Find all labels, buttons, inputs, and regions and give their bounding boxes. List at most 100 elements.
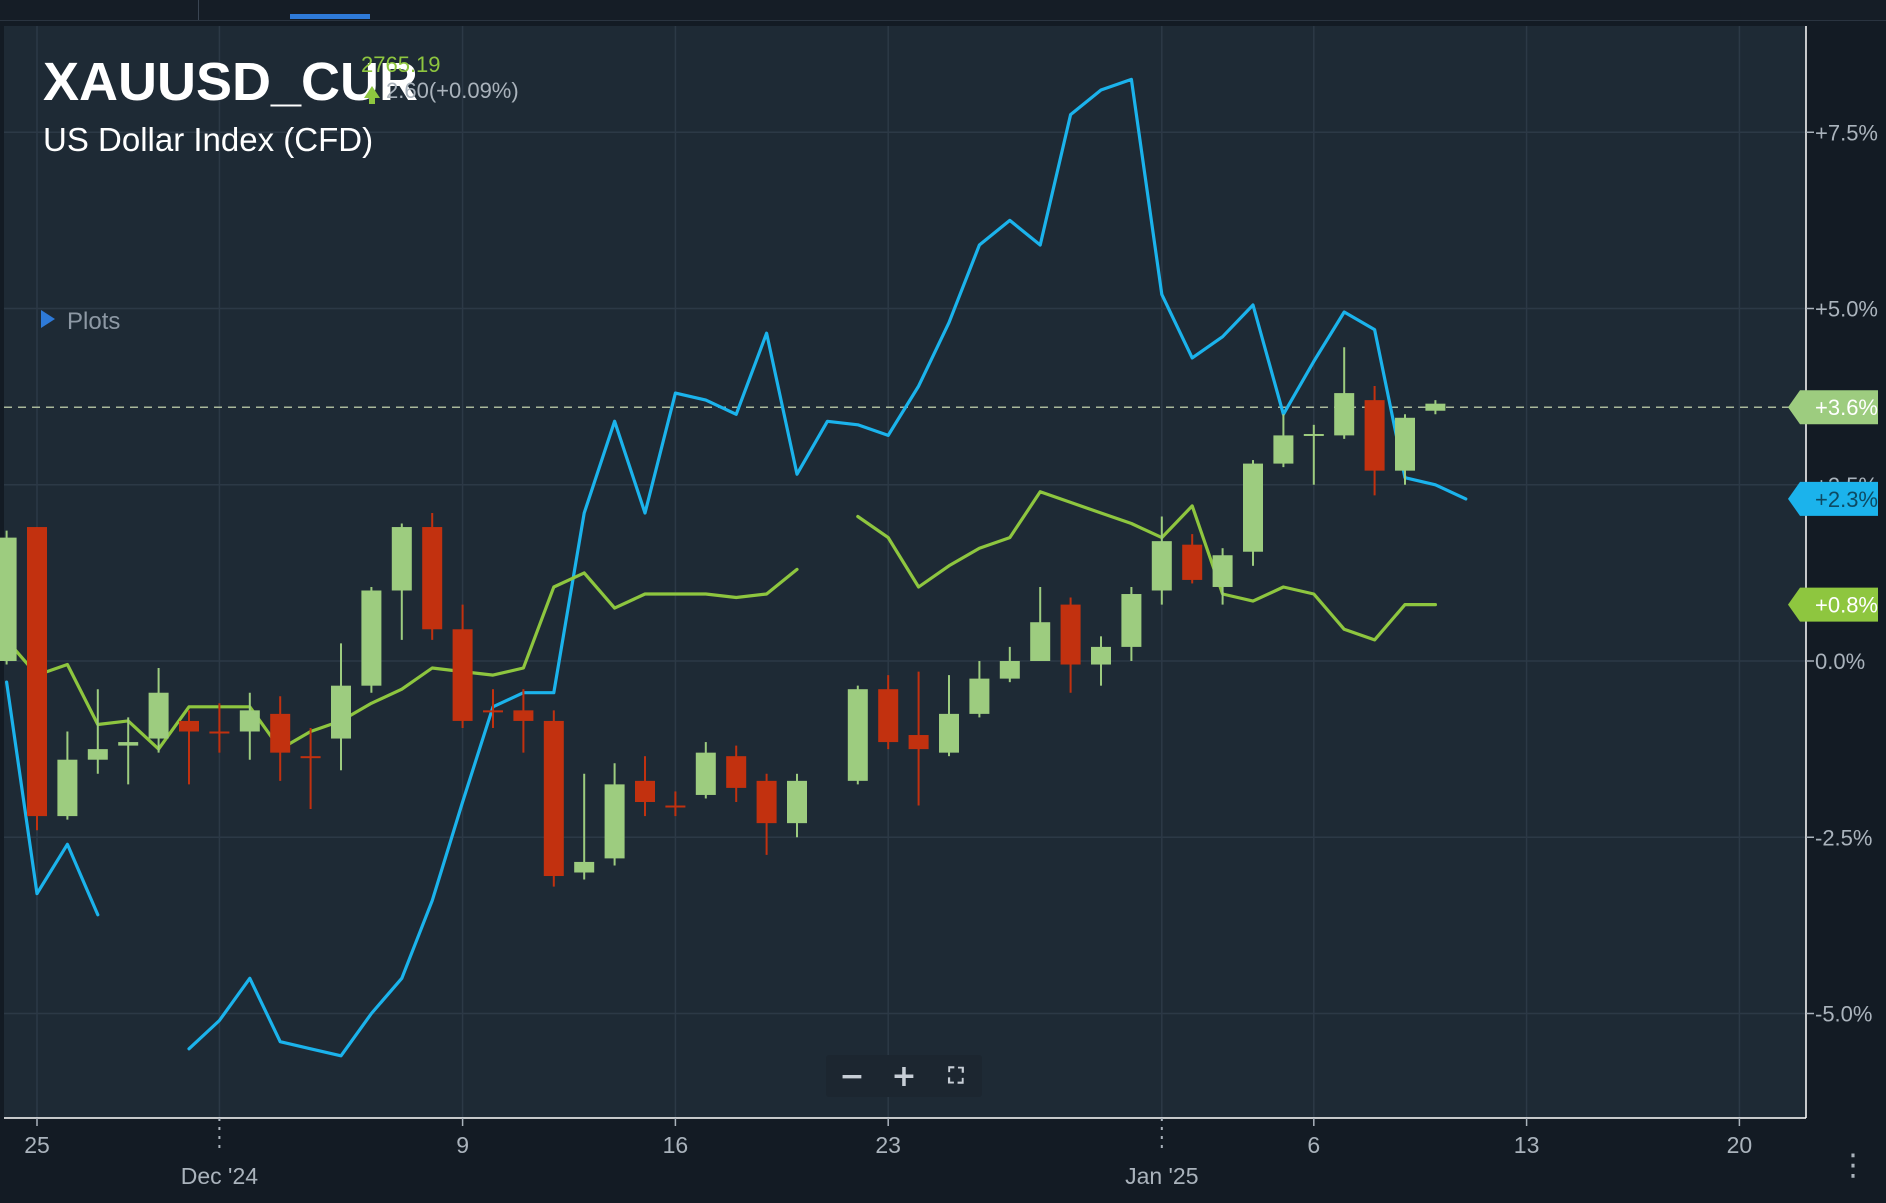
candle xyxy=(1060,597,1081,693)
candle-body xyxy=(391,527,412,591)
more-menu-icon[interactable]: ⋮ xyxy=(1838,1148,1868,1183)
candle xyxy=(331,643,351,771)
candle xyxy=(543,710,564,887)
candle xyxy=(27,527,47,831)
badge-shape xyxy=(1788,481,1878,516)
candle xyxy=(908,671,929,806)
plots-toggle[interactable]: Plots xyxy=(67,308,120,335)
candle xyxy=(1182,534,1203,584)
candle-body xyxy=(878,689,899,743)
zoom-in-button[interactable]: + xyxy=(891,1058,917,1094)
x-tick-label: Dec '24 xyxy=(181,1163,258,1189)
candle-body xyxy=(908,735,929,750)
candle-body xyxy=(1395,417,1415,471)
candle xyxy=(422,512,443,640)
candle-body xyxy=(604,784,625,859)
y-tick-label: -5.0% xyxy=(1815,1002,1872,1027)
candle xyxy=(695,742,716,799)
fullscreen-button[interactable]: ⛶ xyxy=(948,1063,964,1089)
candle xyxy=(57,731,78,820)
candle-body xyxy=(87,749,108,760)
candle xyxy=(239,692,260,760)
candle xyxy=(969,661,990,718)
series-line-0 xyxy=(187,77,1468,1058)
candle-body xyxy=(665,805,686,808)
candle xyxy=(452,604,473,728)
candle-body xyxy=(1303,433,1324,436)
candle-body xyxy=(726,756,747,788)
candle-body xyxy=(57,759,78,817)
series-line-0 xyxy=(4,680,100,917)
candle-body xyxy=(513,710,534,721)
candle-body xyxy=(209,731,230,734)
candle xyxy=(1395,414,1415,485)
candle-body xyxy=(1121,594,1142,647)
candle-body xyxy=(331,685,351,739)
y-tick-label: +7.5% xyxy=(1815,120,1878,145)
last-price: 2765.19 xyxy=(361,52,441,77)
candle xyxy=(391,523,412,640)
candle xyxy=(878,675,899,750)
candle-body xyxy=(635,780,655,802)
price-badge: +3.6% xyxy=(1788,390,1878,425)
price-badge: +2.3% xyxy=(1788,481,1878,516)
active-tab-indicator[interactable] xyxy=(290,14,370,19)
candle-body xyxy=(483,710,503,713)
candle xyxy=(513,689,534,753)
candle xyxy=(148,668,169,753)
candle xyxy=(1364,386,1385,496)
candle-body xyxy=(27,527,47,817)
candle-body xyxy=(1212,555,1233,587)
y-tick-label: 0.0% xyxy=(1815,649,1865,674)
candle-body xyxy=(1060,604,1081,665)
price-change: 2.60(+0.09%) xyxy=(386,78,519,103)
candle-body xyxy=(969,678,990,714)
x-tick-label: 16 xyxy=(663,1132,689,1158)
candle xyxy=(361,586,382,693)
candle xyxy=(939,675,959,757)
expand-triangle-icon[interactable] xyxy=(41,310,55,328)
price-badges: +3.6% +2.3% +0.8% xyxy=(1788,390,1878,622)
candle xyxy=(209,703,230,753)
candle xyxy=(665,791,686,817)
badge-label: +0.8% xyxy=(1815,593,1878,618)
candle xyxy=(1425,400,1446,415)
chart-plot-area xyxy=(4,26,1806,1118)
x-tick-label: 9 xyxy=(456,1132,469,1158)
candle-body xyxy=(1030,622,1051,661)
y-tick-label: +5.0% xyxy=(1815,297,1878,322)
tab-divider xyxy=(198,0,199,20)
candle-body xyxy=(422,527,443,630)
candle-body xyxy=(361,590,382,686)
badge-shape xyxy=(1788,390,1878,425)
candle-body xyxy=(574,861,595,873)
series-line-1 xyxy=(856,490,1438,642)
top-tab-bar xyxy=(0,0,1886,21)
x-tick-label: 13 xyxy=(1514,1132,1540,1158)
candle-body xyxy=(1243,463,1263,552)
candle-body xyxy=(1182,544,1203,580)
candle-body xyxy=(270,713,291,753)
candle xyxy=(1212,548,1233,605)
candle-body xyxy=(118,742,139,746)
candle xyxy=(1091,636,1111,686)
candle xyxy=(87,689,108,774)
badge-shape xyxy=(1788,587,1878,622)
zoom-out-button[interactable]: − xyxy=(839,1058,865,1094)
zoom-controls: − + ⛶ xyxy=(826,1055,982,1097)
candle xyxy=(726,745,747,802)
candle-body xyxy=(0,537,17,661)
candle-body xyxy=(179,720,199,732)
candle-body xyxy=(148,692,169,739)
candle-body xyxy=(1151,541,1172,591)
candle-body xyxy=(1334,393,1355,436)
candle-body xyxy=(1364,400,1385,471)
x-tick-label: 25 xyxy=(24,1132,50,1158)
candle xyxy=(787,773,807,838)
candle-body xyxy=(300,756,321,759)
x-tick-label: Jan '25 xyxy=(1125,1163,1198,1189)
series-layer xyxy=(4,77,1468,1058)
candle xyxy=(1243,460,1263,566)
